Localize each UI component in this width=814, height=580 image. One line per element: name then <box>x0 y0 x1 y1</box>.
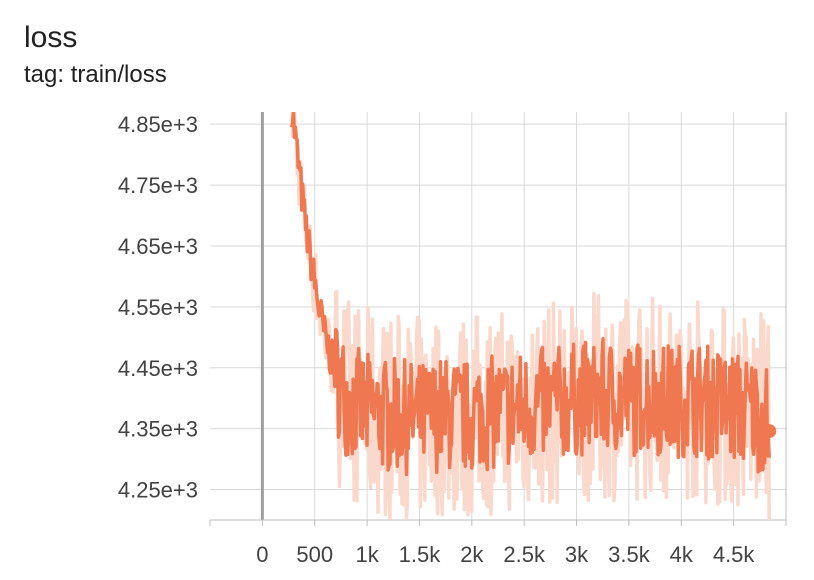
last-point-marker <box>762 424 777 439</box>
x-tick-label: 2.5k <box>503 542 546 567</box>
x-tick-label: 3.5k <box>608 542 651 567</box>
y-tick-label: 4.85e+3 <box>118 112 198 137</box>
y-tick-label: 4.45e+3 <box>118 356 198 381</box>
x-tick-label: 1k <box>355 542 379 567</box>
x-tick-label: 3k <box>565 542 589 567</box>
x-tick-label: 500 <box>296 542 333 567</box>
x-tick-label: 4k <box>670 542 694 567</box>
y-tick-label: 4.75e+3 <box>118 173 198 198</box>
x-tick-label: 0 <box>256 542 268 567</box>
smoothed-loss-series-line <box>289 112 771 477</box>
raw-loss-series-line <box>290 112 771 520</box>
y-tick-label: 4.35e+3 <box>118 417 198 442</box>
x-tick-label: 2k <box>460 542 484 567</box>
x-tick-label: 4.5k <box>713 542 756 567</box>
y-tick-label: 4.65e+3 <box>118 234 198 259</box>
y-tick-label: 4.25e+3 <box>118 478 198 503</box>
chart-subtitle: tag: train/loss <box>24 61 167 88</box>
y-tick-label: 4.55e+3 <box>118 295 198 320</box>
chart-title: loss <box>24 21 78 54</box>
x-tick-label: 1.5k <box>399 542 442 567</box>
